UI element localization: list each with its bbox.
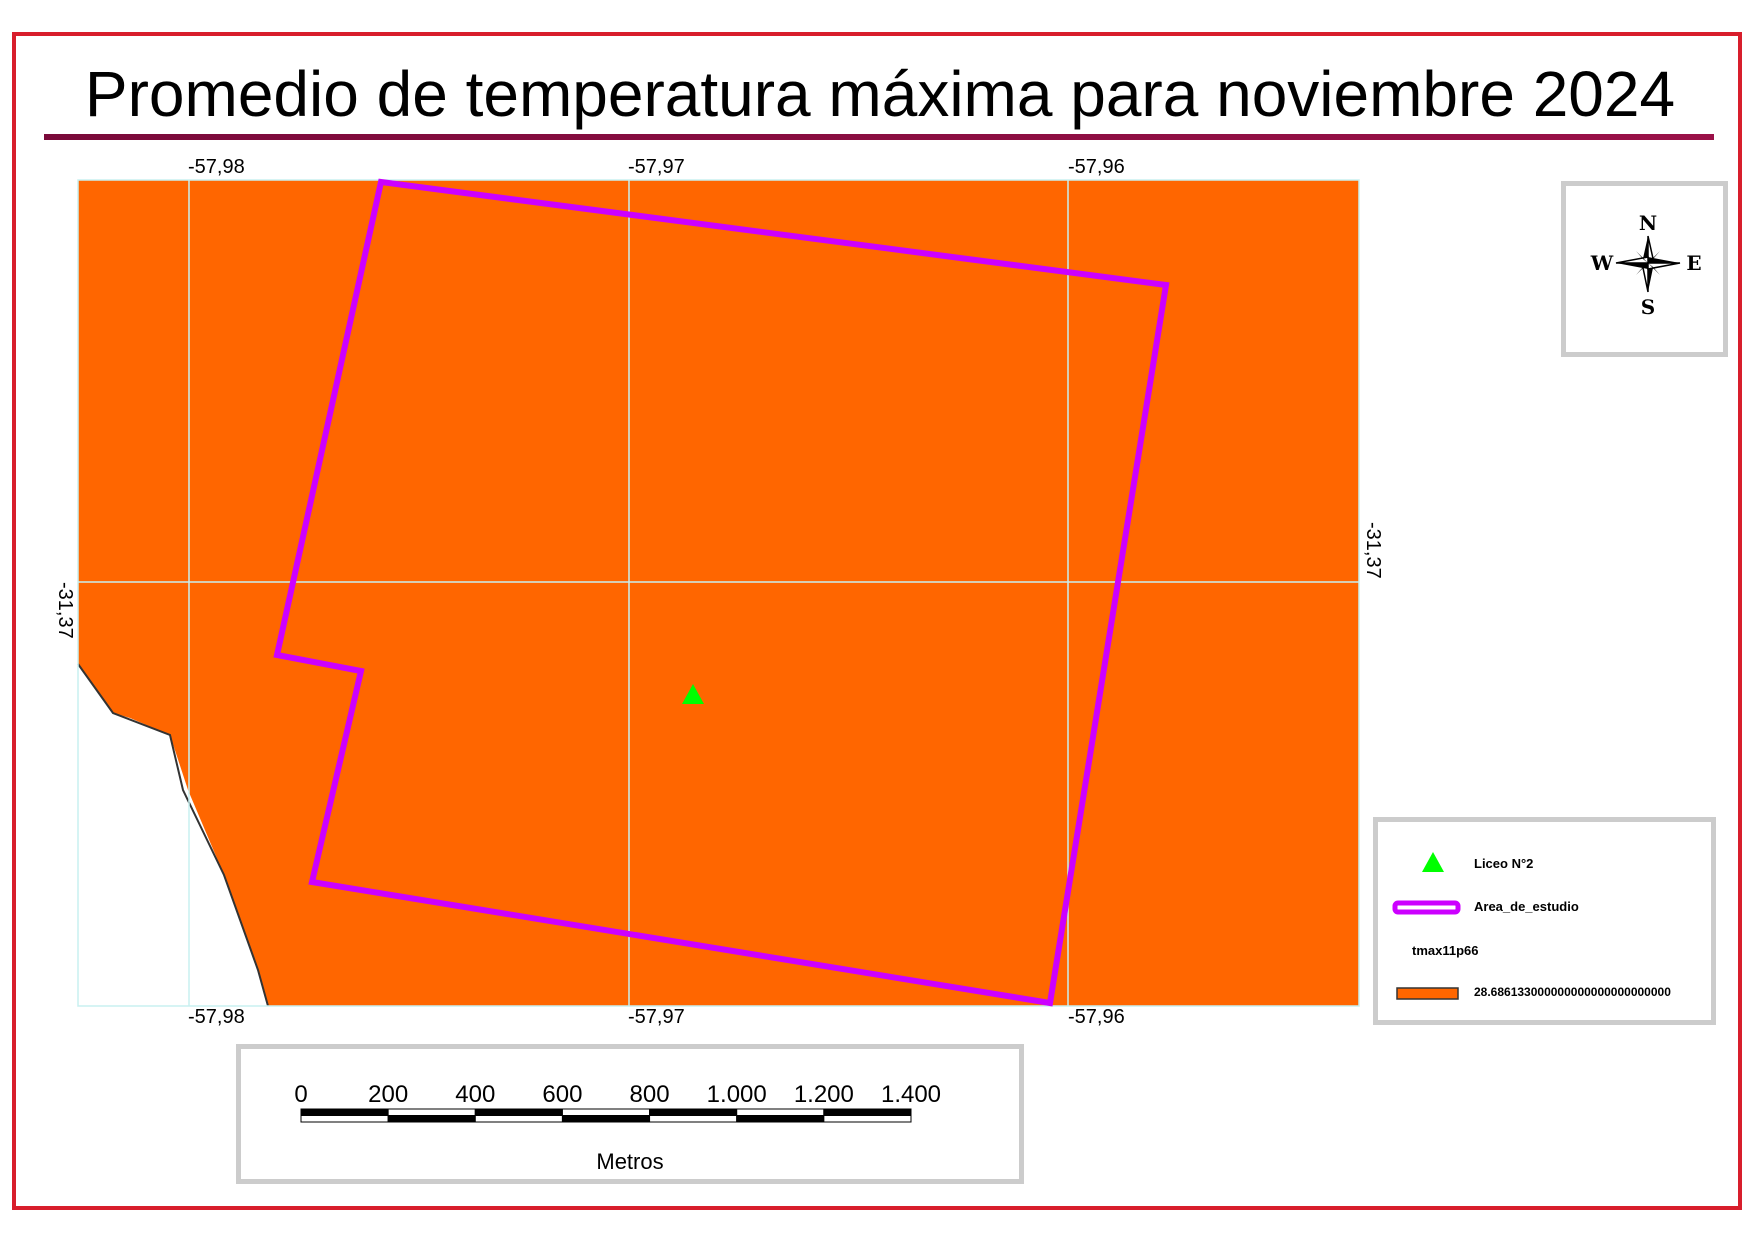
scale-segment <box>649 1115 738 1123</box>
scale-bar <box>300 1108 912 1123</box>
scale-segment <box>300 1108 389 1116</box>
coord-bottom-1: -57,98 <box>188 1006 245 1028</box>
coord-top-2: -57,97 <box>628 156 685 178</box>
legend-item-layer-name: tmax11p66 <box>1378 936 1711 966</box>
scale-tick-label: 200 <box>368 1081 409 1108</box>
scale-bar-panel: 0 200 400 600 800 1.000 1.200 1.400 Metros <box>236 1044 1024 1184</box>
scale-segment <box>561 1115 651 1123</box>
coord-top-3: -57,96 <box>1068 156 1125 178</box>
legend-label-liceo: Liceo N°2 <box>1474 856 1534 871</box>
scale-segment <box>823 1108 912 1116</box>
scale-segment <box>736 1108 825 1116</box>
scale-tick-label: 800 <box>629 1081 670 1108</box>
graticule-frame <box>77 179 1360 1007</box>
legend-item-area: Area_de_estudio <box>1378 892 1711 922</box>
coord-left: -31,37 <box>54 582 76 639</box>
green-triangle-icon <box>1422 852 1444 872</box>
scale-tick-label: 1.200 <box>793 1081 854 1108</box>
temperature-raster <box>78 180 1359 1006</box>
scale-segment <box>736 1115 825 1123</box>
title-underline <box>44 134 1714 140</box>
south-label: S <box>1641 295 1655 319</box>
scale-segment <box>300 1115 389 1123</box>
scale-segment <box>387 1108 476 1116</box>
north-arrow-panel: N S E W <box>1561 181 1728 357</box>
legend-panel: Liceo N°2 Area_de_estudio tmax11p66 28.6… <box>1373 817 1716 1025</box>
study-area-outline[interactable] <box>273 178 1170 1007</box>
north-label: N <box>1639 211 1657 235</box>
study-area-symbol-icon <box>1392 900 1461 915</box>
legend-label-layer: tmax11p66 <box>1412 943 1479 958</box>
legend-item-liceo: Liceo N°2 <box>1378 849 1711 879</box>
raster-boundary <box>77 663 269 1007</box>
scale-segment <box>649 1108 738 1116</box>
coord-bottom-2: -57,97 <box>628 1006 685 1028</box>
scale-tick-label: 1.400 <box>880 1081 942 1108</box>
coord-right: -31,37 <box>1362 522 1384 579</box>
scale-tick-label: 0 <box>294 1081 308 1108</box>
scale-tick-label: 400 <box>455 1081 496 1108</box>
legend-label-area: Area_de_estudio <box>1474 899 1579 914</box>
scale-segment <box>474 1108 563 1116</box>
east-label: E <box>1686 251 1701 275</box>
compass-rose-icon: N S E W <box>1590 211 1702 319</box>
scale-unit-label: Metros <box>596 1149 664 1174</box>
scale-segment <box>474 1115 563 1123</box>
scale-segment <box>561 1108 651 1116</box>
west-label: W <box>1590 251 1614 275</box>
scale-segment <box>823 1115 912 1123</box>
map-frame <box>12 32 1742 1210</box>
coord-top-1: -57,98 <box>188 156 245 178</box>
orange-fill-swatch-icon <box>1396 987 1459 1000</box>
liceo-n2-point[interactable] <box>682 684 704 704</box>
map-title: Promedio de temperatura máxima para novi… <box>84 58 1676 130</box>
legend-item-value: 28.686133000000000000000000000 <box>1378 978 1711 1008</box>
scale-tick-label: 600 <box>542 1081 583 1108</box>
scale-segment <box>387 1115 476 1123</box>
coord-bottom-3: -57,96 <box>1068 1006 1125 1028</box>
legend-label-value: 28.686133000000000000000000000 <box>1474 985 1671 999</box>
scale-tick-label: 1.000 <box>706 1081 767 1108</box>
